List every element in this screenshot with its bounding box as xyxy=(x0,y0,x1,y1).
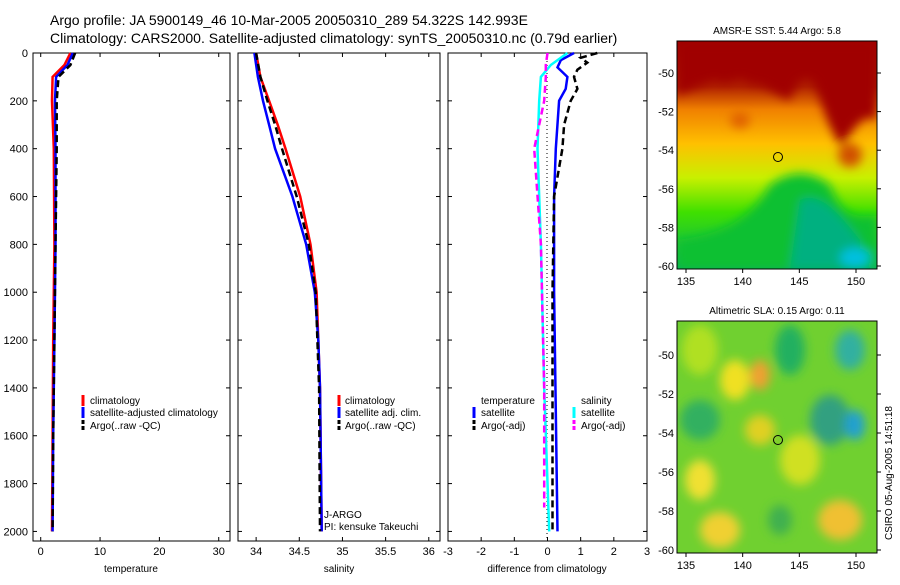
map-x-tick-label: 145 xyxy=(790,276,808,288)
y-tick-label: 1800 xyxy=(4,479,28,491)
sla-argo-marker xyxy=(773,435,783,445)
map-y-tick-label: -54 xyxy=(658,145,674,157)
temperature-legend: climatology satellite-adjusted climatolo… xyxy=(81,395,218,432)
legend-label: Argo(..raw -QC) xyxy=(90,421,161,432)
y-tick-label: 600 xyxy=(10,192,28,204)
y-tick-label: 1600 xyxy=(4,431,28,443)
salinity-panel xyxy=(237,52,441,542)
difference-xlabel: difference from climatology xyxy=(487,564,606,575)
sst-argo-marker xyxy=(773,152,783,162)
x-tick-label: 20 xyxy=(153,546,165,558)
x-tick-label: -3 xyxy=(443,546,453,558)
salinity-climatology-line xyxy=(254,52,323,532)
map-y-tick-label: -56 xyxy=(658,184,674,196)
map-x-tick-label: 140 xyxy=(733,560,751,572)
map-y-tick-label: -52 xyxy=(658,389,674,401)
y-tick-label: 1200 xyxy=(4,335,28,347)
difference-temperature-argo-adj-line xyxy=(551,51,598,532)
temperature-panel xyxy=(32,52,231,542)
difference-legend: temperature satellite Argo(-adj) salinit… xyxy=(472,396,625,432)
y-tick-label: 0 xyxy=(22,48,28,60)
legend-label: Argo(..raw -QC) xyxy=(345,421,416,432)
sla-map-frame xyxy=(676,320,878,554)
sst-map-title: AMSR-E SST: 5.44 Argo: 5.8 xyxy=(713,26,841,37)
legend-label: satellite adj. clim. xyxy=(345,408,421,419)
x-tick-label: -2 xyxy=(476,546,486,558)
map-y-tick-label: -52 xyxy=(658,107,674,119)
map-y-tick-label: -54 xyxy=(658,428,674,440)
legend-label: Argo(-adj) xyxy=(581,421,625,432)
legend-title-salinity: salinity xyxy=(581,396,612,407)
map-y-tick-label: -56 xyxy=(658,467,674,479)
y-tick-label: 800 xyxy=(10,239,28,251)
legend-label: satellite-adjusted climatology xyxy=(90,408,218,419)
map-y-tick-label: -60 xyxy=(658,261,674,273)
legend-label: climatology xyxy=(345,396,395,407)
map-x-tick-label: 150 xyxy=(847,276,865,288)
y-tick-label: 200 xyxy=(10,96,28,108)
x-tick-label: 1 xyxy=(578,546,584,558)
legend-label: climatology xyxy=(90,396,140,407)
x-tick-label: 3 xyxy=(644,546,650,558)
legend-label: Argo(-adj) xyxy=(481,421,525,432)
salinity-satellite-adj-clim-line xyxy=(253,52,323,532)
sst-map-field xyxy=(677,41,877,269)
y-tick-label: 2000 xyxy=(4,526,28,538)
legend-title-temperature: temperature xyxy=(481,396,535,407)
salinity-xlabel: salinity xyxy=(324,564,355,575)
difference-temperature-satellite-line xyxy=(552,51,575,532)
difference-salinity-argo-adj-line xyxy=(532,52,549,508)
x-tick-label: 35.5 xyxy=(375,546,396,558)
legend-label: satellite xyxy=(581,408,615,419)
salinity-argo-raw-qc-line xyxy=(254,52,322,532)
salinity-legend: climatology satellite adj. clim. Argo(..… xyxy=(324,395,421,533)
sst-map-frame xyxy=(676,40,878,270)
legend-label: satellite xyxy=(481,408,515,419)
title-line-2: Climatology: CARS2000. Satellite-adjuste… xyxy=(50,30,617,46)
x-tick-label: 2 xyxy=(611,546,617,558)
map-x-tick-label: 135 xyxy=(677,560,695,572)
temperature-argo-raw-qc-line xyxy=(51,52,77,532)
credit-timestamp: CSIRO 05-Aug-2005 14:51:18 xyxy=(884,406,895,540)
map-y-tick-label: -58 xyxy=(658,222,674,234)
map-y-tick-label: -58 xyxy=(658,506,674,518)
map-y-tick-label: -50 xyxy=(658,350,674,362)
sla-map-title: Altimetric SLA: 0.15 Argo: 0.11 xyxy=(709,306,845,317)
y-tick-label: 1000 xyxy=(4,287,28,299)
x-tick-label: 0 xyxy=(38,546,44,558)
annotation-pi: PI: kensuke Takeuchi xyxy=(324,522,418,533)
map-y-tick-label: -60 xyxy=(658,545,674,557)
map-x-tick-label: 145 xyxy=(790,560,808,572)
y-tick-label: 400 xyxy=(10,144,28,156)
title-line-1: Argo profile: JA 5900149_46 10-Mar-2005 … xyxy=(50,12,528,28)
x-tick-label: -1 xyxy=(509,546,519,558)
x-tick-label: 34 xyxy=(250,546,262,558)
sla-map-field xyxy=(677,321,877,553)
x-tick-label: 34.5 xyxy=(289,546,310,558)
x-tick-label: 0 xyxy=(544,546,550,558)
map-x-tick-label: 140 xyxy=(733,276,751,288)
annotation-j-argo: J-ARGO xyxy=(324,510,362,521)
x-tick-label: 36 xyxy=(423,546,435,558)
map-x-tick-label: 150 xyxy=(847,560,865,572)
map-x-tick-label: 135 xyxy=(677,276,695,288)
x-tick-label: 30 xyxy=(213,546,225,558)
y-tick-label: 1400 xyxy=(4,383,28,395)
x-tick-label: 10 xyxy=(94,546,106,558)
x-tick-label: 35 xyxy=(336,546,348,558)
map-y-tick-label: -50 xyxy=(658,68,674,80)
temperature-xlabel: temperature xyxy=(104,564,158,575)
